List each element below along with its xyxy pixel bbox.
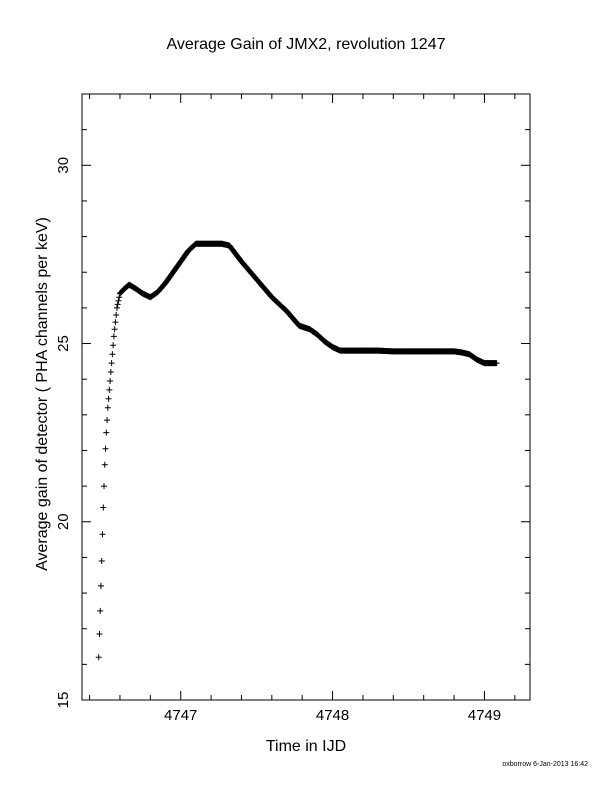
- data-point: [98, 557, 105, 564]
- data-point: [104, 404, 111, 411]
- data-point: [113, 312, 120, 319]
- data-point: [97, 582, 104, 589]
- data-point: [97, 607, 104, 614]
- data-point: [115, 297, 122, 304]
- x-tick-label: 4747: [164, 707, 197, 724]
- axis-ticks: 4747 4748 4749 15 20 25 30: [55, 93, 530, 724]
- data-points: [95, 240, 500, 661]
- x-tick-label: 4748: [316, 707, 349, 724]
- chart-title: Average Gain of JMX2, revolution 1247: [166, 36, 446, 53]
- data-point: [106, 386, 113, 393]
- footer-stamp: oxborrow 6-Jan-2013 16:42: [502, 761, 588, 768]
- data-point: [101, 461, 108, 468]
- data-point: [102, 445, 109, 452]
- data-point: [493, 360, 500, 367]
- data-point: [113, 304, 120, 311]
- y-tick-label: 30: [55, 157, 72, 174]
- y-tick-label: 15: [55, 692, 72, 709]
- data-point: [99, 531, 106, 538]
- x-axis-label: Time in IJD: [265, 738, 347, 755]
- x-tick-label: 4749: [468, 707, 501, 724]
- data-point: [116, 294, 123, 301]
- data-point: [110, 333, 117, 340]
- plot-frame: [81, 93, 531, 701]
- data-point: [100, 504, 107, 511]
- data-point: [111, 326, 118, 333]
- y-tick-label: 20: [55, 513, 72, 530]
- data-point: [95, 654, 102, 661]
- data-point: [96, 631, 103, 638]
- data-point: [103, 429, 110, 436]
- data-point: [110, 342, 117, 349]
- y-tick-label: 25: [55, 335, 72, 352]
- data-point: [109, 351, 116, 358]
- data-point: [101, 483, 108, 490]
- data-point: [108, 360, 115, 367]
- data-point: [107, 377, 114, 384]
- data-point: [104, 417, 111, 424]
- data-point: [107, 369, 114, 376]
- data-point: [112, 319, 119, 326]
- data-point: [105, 395, 112, 402]
- data-point: [114, 301, 121, 308]
